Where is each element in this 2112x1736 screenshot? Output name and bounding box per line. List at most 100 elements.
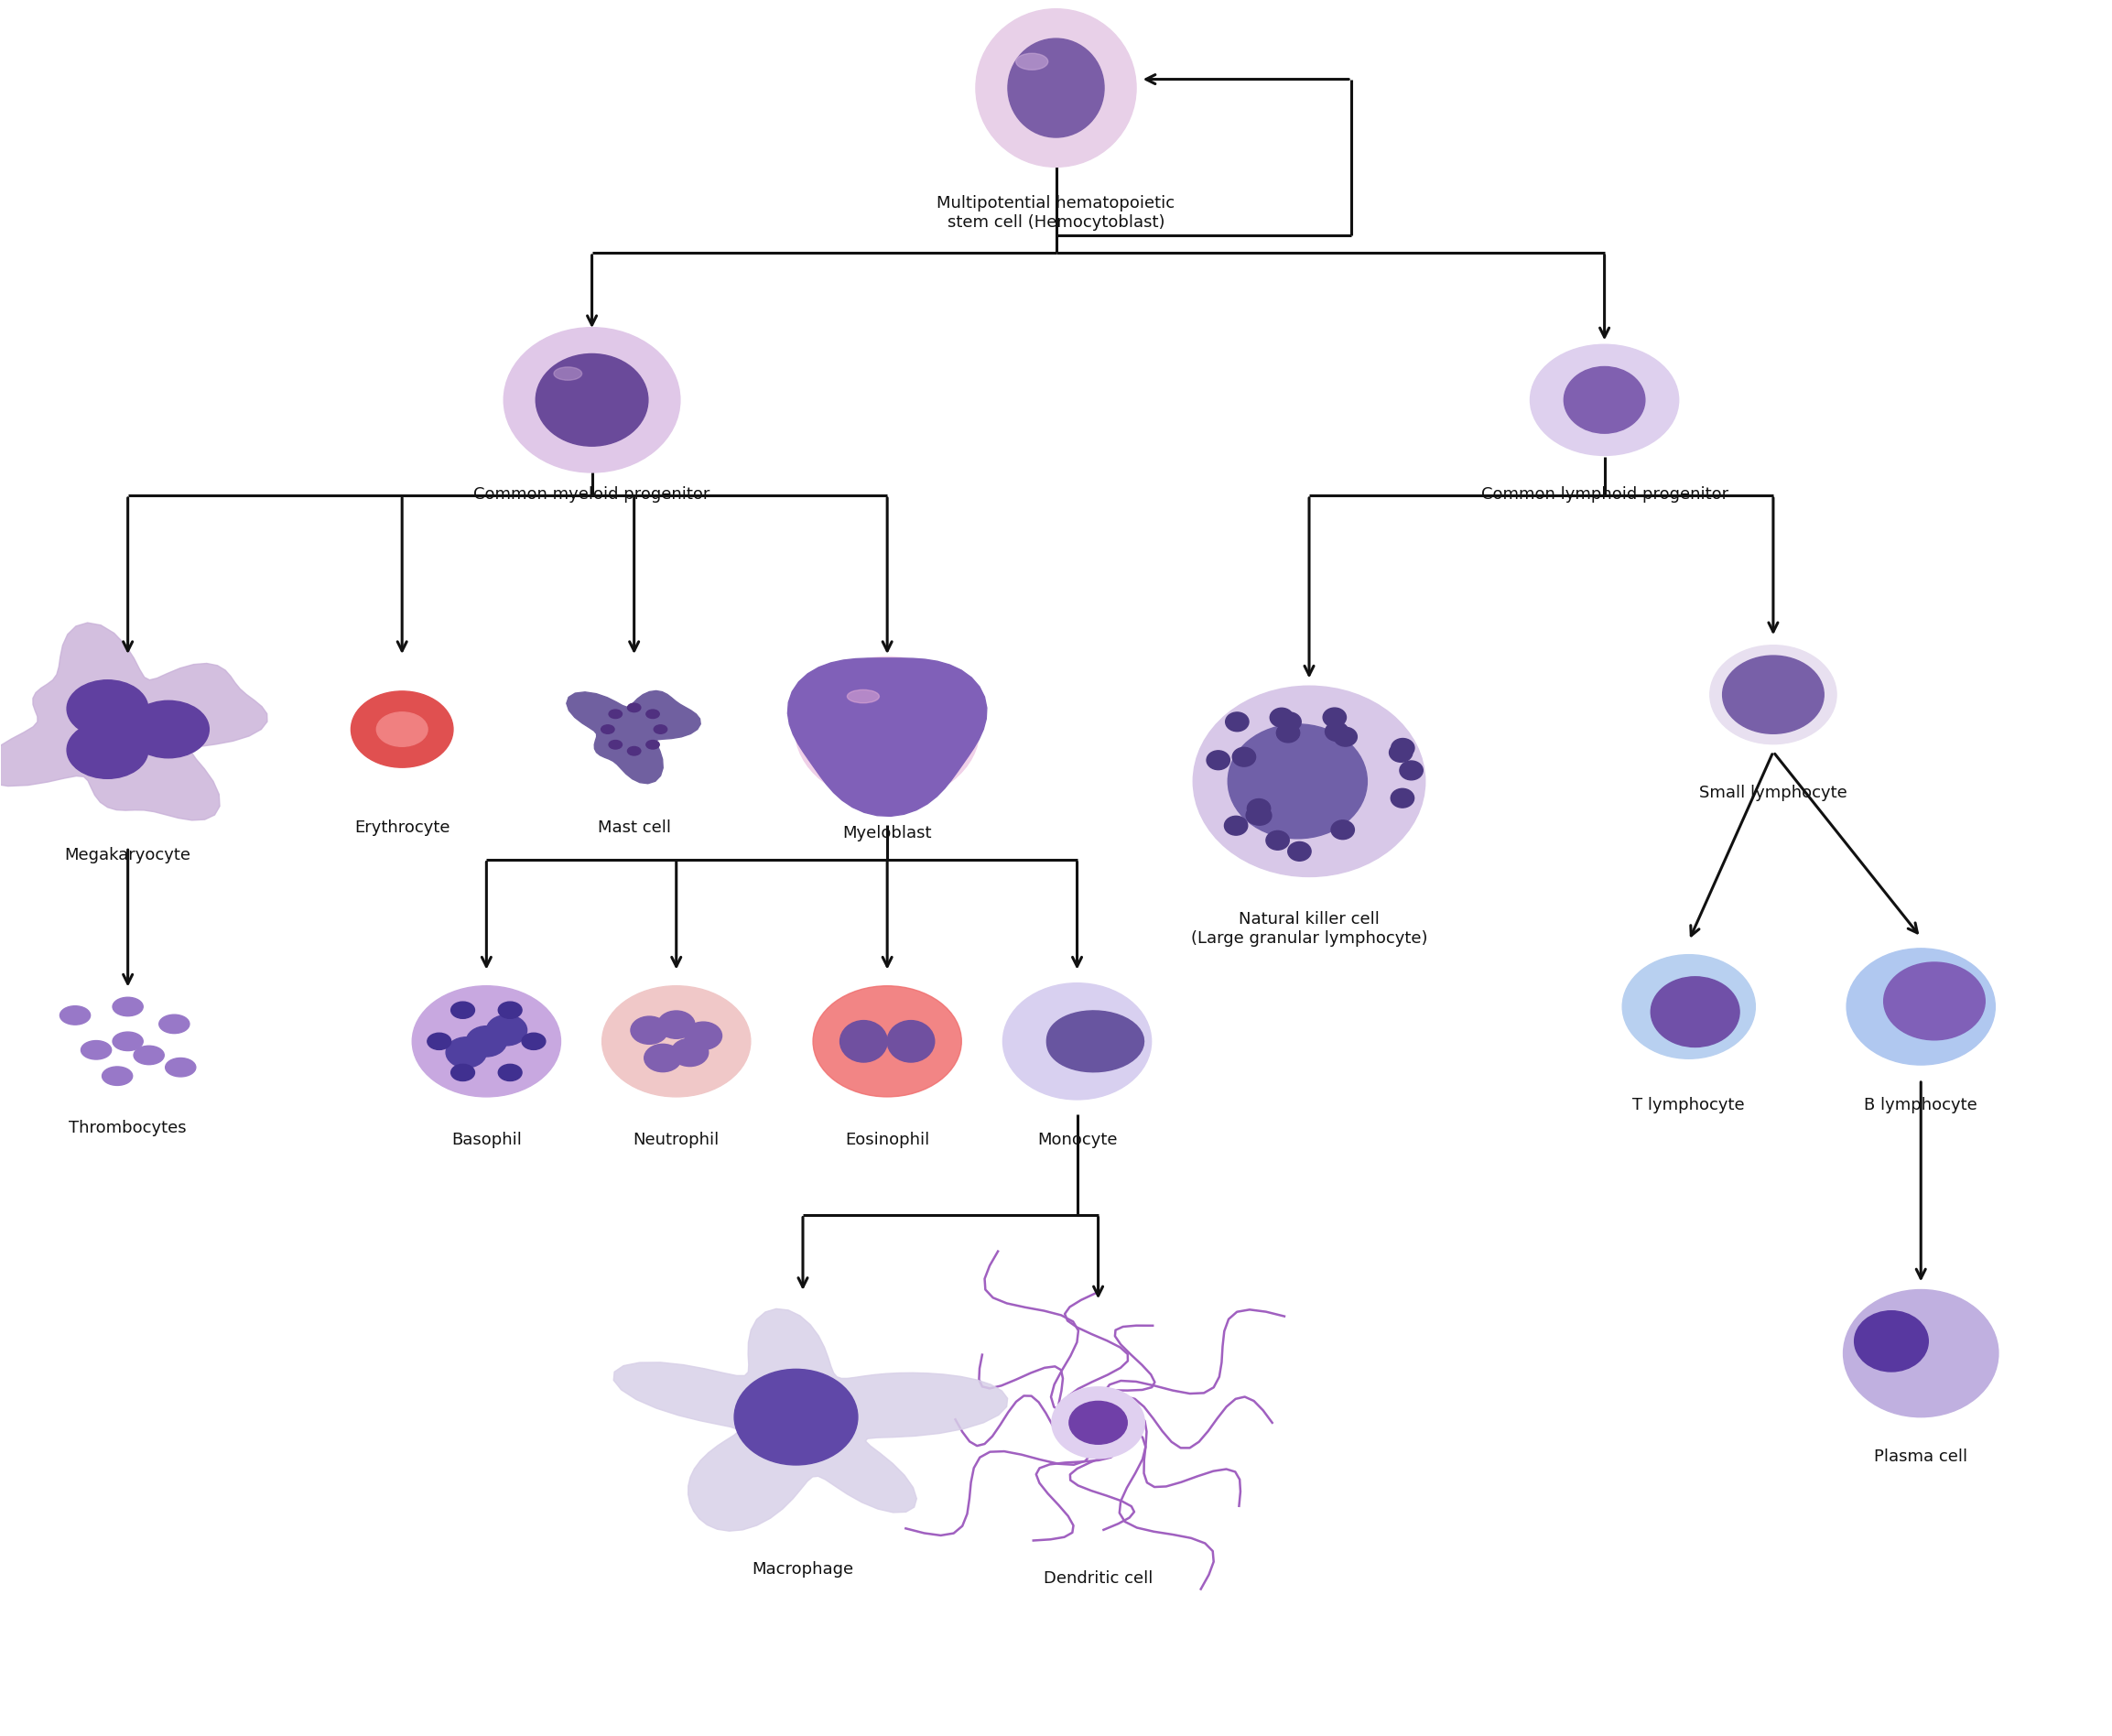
Ellipse shape <box>684 1023 722 1050</box>
Ellipse shape <box>486 1016 528 1045</box>
Ellipse shape <box>847 689 879 703</box>
Ellipse shape <box>165 1057 196 1076</box>
Ellipse shape <box>644 1043 682 1071</box>
Ellipse shape <box>1723 656 1825 734</box>
Ellipse shape <box>672 1038 708 1066</box>
Polygon shape <box>788 658 986 816</box>
Ellipse shape <box>412 986 560 1097</box>
Polygon shape <box>615 1309 1007 1531</box>
Text: Mast cell: Mast cell <box>598 819 672 837</box>
Ellipse shape <box>602 986 750 1097</box>
Circle shape <box>1392 738 1415 757</box>
Circle shape <box>1248 799 1271 818</box>
Text: B lymphocyte: B lymphocyte <box>1865 1097 1977 1113</box>
Circle shape <box>1246 806 1269 825</box>
Ellipse shape <box>467 1026 507 1057</box>
Circle shape <box>1400 760 1423 779</box>
Circle shape <box>1233 748 1257 767</box>
Ellipse shape <box>427 1033 452 1050</box>
Ellipse shape <box>1854 1311 1928 1371</box>
Circle shape <box>1392 788 1415 807</box>
Ellipse shape <box>1007 38 1105 137</box>
Text: Natural killer cell
(Large granular lymphocyte): Natural killer cell (Large granular lymp… <box>1191 911 1428 946</box>
Ellipse shape <box>351 691 454 767</box>
Circle shape <box>1225 712 1248 731</box>
Text: Macrophage: Macrophage <box>752 1561 853 1578</box>
Text: Common lymphoid progenitor: Common lymphoid progenitor <box>1481 486 1728 503</box>
Ellipse shape <box>887 1021 934 1062</box>
Text: Basophil: Basophil <box>452 1132 522 1147</box>
Ellipse shape <box>1565 366 1645 434</box>
Ellipse shape <box>608 740 623 748</box>
Text: Dendritic cell: Dendritic cell <box>1043 1569 1153 1587</box>
Ellipse shape <box>129 701 209 759</box>
Text: Neutrophil: Neutrophil <box>634 1132 720 1147</box>
Ellipse shape <box>646 740 659 748</box>
Ellipse shape <box>976 9 1136 167</box>
Text: Plasma cell: Plasma cell <box>1873 1450 1968 1465</box>
Ellipse shape <box>1846 948 1996 1064</box>
Ellipse shape <box>452 1002 475 1019</box>
Ellipse shape <box>498 1002 522 1019</box>
Ellipse shape <box>112 996 144 1016</box>
Ellipse shape <box>536 354 648 446</box>
Ellipse shape <box>446 1036 486 1068</box>
Circle shape <box>1206 750 1229 769</box>
Ellipse shape <box>505 328 680 472</box>
Text: Megakaryocyte: Megakaryocyte <box>65 847 190 865</box>
Polygon shape <box>566 691 701 783</box>
Polygon shape <box>0 623 268 819</box>
Circle shape <box>1288 842 1312 861</box>
Text: Myeloblast: Myeloblast <box>843 825 931 842</box>
Ellipse shape <box>657 1010 695 1038</box>
Text: Common myeloid progenitor: Common myeloid progenitor <box>473 486 710 503</box>
Ellipse shape <box>627 746 640 755</box>
Ellipse shape <box>68 722 148 778</box>
Circle shape <box>1324 722 1347 741</box>
Ellipse shape <box>1711 646 1837 745</box>
Ellipse shape <box>59 1005 91 1024</box>
Ellipse shape <box>1844 1290 1998 1417</box>
Ellipse shape <box>1052 1387 1145 1458</box>
Ellipse shape <box>631 1016 667 1043</box>
Circle shape <box>1269 708 1293 727</box>
Text: Multipotential hematopoietic
stem cell (Hemocytoblast): Multipotential hematopoietic stem cell (… <box>938 196 1174 231</box>
Circle shape <box>1276 724 1299 743</box>
Circle shape <box>1225 816 1248 835</box>
Ellipse shape <box>553 366 583 380</box>
Ellipse shape <box>1884 962 1985 1040</box>
Ellipse shape <box>794 656 980 802</box>
Ellipse shape <box>1069 1401 1128 1444</box>
Text: Small lymphocyte: Small lymphocyte <box>1700 785 1848 802</box>
Circle shape <box>1322 708 1345 727</box>
Ellipse shape <box>655 726 667 734</box>
Ellipse shape <box>608 710 623 719</box>
Text: Erythrocyte: Erythrocyte <box>355 819 450 837</box>
Ellipse shape <box>1003 983 1151 1099</box>
Ellipse shape <box>1016 54 1048 69</box>
Ellipse shape <box>1227 724 1366 838</box>
Ellipse shape <box>158 1014 190 1033</box>
Circle shape <box>1265 832 1288 851</box>
Ellipse shape <box>646 710 659 719</box>
Text: Eosinophil: Eosinophil <box>845 1132 929 1147</box>
Ellipse shape <box>841 1021 887 1062</box>
Text: Thrombocytes: Thrombocytes <box>70 1120 186 1135</box>
Circle shape <box>1278 712 1301 731</box>
Ellipse shape <box>1652 977 1740 1047</box>
Ellipse shape <box>452 1064 475 1082</box>
Text: Monocyte: Monocyte <box>1037 1132 1117 1147</box>
Ellipse shape <box>1531 344 1679 455</box>
Ellipse shape <box>133 1045 165 1064</box>
Polygon shape <box>1048 1010 1145 1071</box>
Ellipse shape <box>498 1064 522 1082</box>
Circle shape <box>1390 743 1413 762</box>
Ellipse shape <box>1622 955 1755 1059</box>
Circle shape <box>1248 806 1271 825</box>
Ellipse shape <box>813 986 961 1097</box>
Ellipse shape <box>627 703 640 712</box>
Ellipse shape <box>376 712 427 746</box>
Circle shape <box>1331 819 1354 838</box>
Ellipse shape <box>101 1066 133 1085</box>
Ellipse shape <box>602 726 615 734</box>
